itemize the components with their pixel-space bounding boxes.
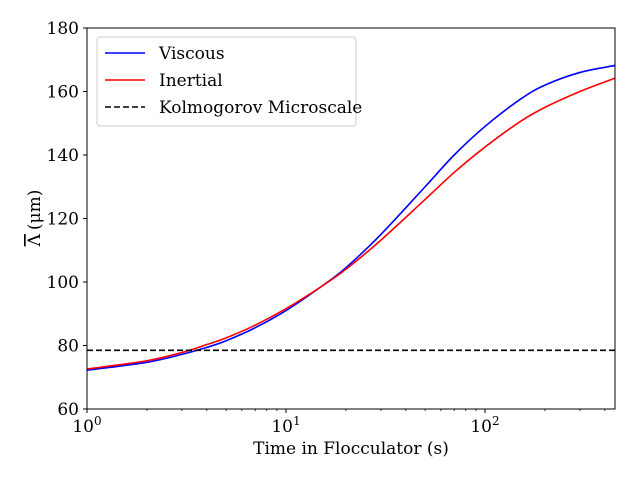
legend-label: Kolmogorov Microscale <box>159 98 362 118</box>
y-tick-label: 80 <box>57 337 79 357</box>
legend-label: Inertial <box>159 71 223 91</box>
y-tick-label: 120 <box>47 210 79 230</box>
y-tick-label: 160 <box>47 83 79 103</box>
legend-label: Viscous <box>158 44 225 64</box>
x-axis: 100 101 102 <box>72 409 606 437</box>
series-line-viscous <box>86 64 616 372</box>
series-line-inertial <box>86 77 616 370</box>
series-layer <box>86 64 616 372</box>
x-tick-label: 101 <box>271 414 300 437</box>
x-tick-label: 102 <box>470 414 499 437</box>
y-axis: 60 80 100 120 140 160 180 <box>47 19 87 420</box>
y-tick-label: 140 <box>47 146 79 166</box>
y-tick-label: 60 <box>57 400 79 420</box>
x-tick-label: 100 <box>72 414 101 437</box>
y-tick-label: 100 <box>47 273 79 293</box>
y-axis-label-symbol: Λ <box>25 233 45 247</box>
x-axis-label: Time in Flocculator (s) <box>253 439 449 459</box>
y-axis-label: Λ (μm) <box>25 190 45 248</box>
legend: Viscous Inertial Kolmogorov Microscale <box>96 36 362 127</box>
y-axis-label-unit: (μm) <box>25 190 45 230</box>
legend-frame <box>96 36 357 127</box>
svg-text:Λ(μm): Λ (μm) <box>25 190 45 248</box>
y-tick-label: 180 <box>47 19 79 39</box>
